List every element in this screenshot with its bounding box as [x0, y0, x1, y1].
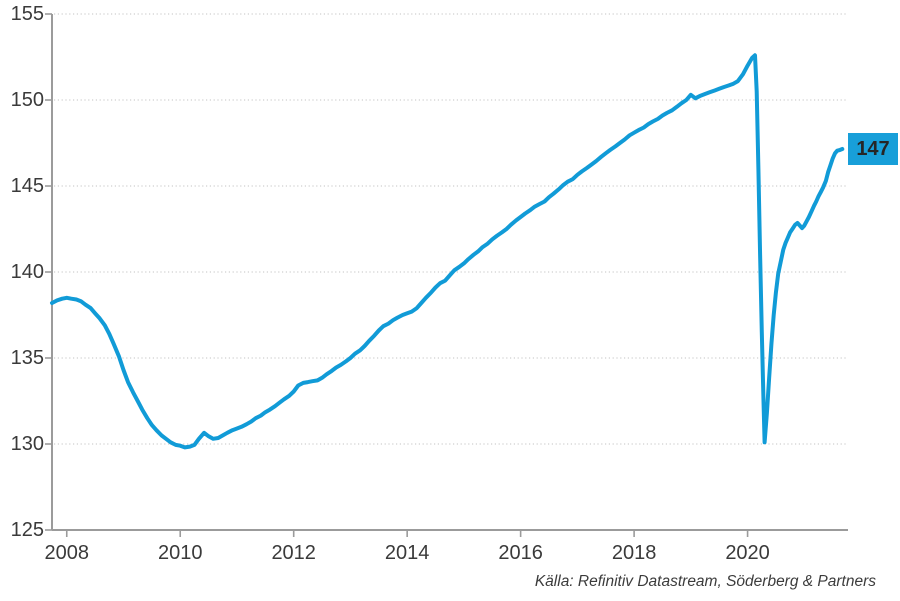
- y-tick-label-140: 140: [10, 261, 44, 283]
- y-tick-label-135: 135: [10, 347, 44, 369]
- source-caption: Källa: Refinitiv Datastream, Söderberg &…: [534, 573, 876, 590]
- x-tick-label-2016: 2016: [498, 542, 543, 564]
- last-value-badge: 147: [848, 133, 898, 166]
- y-tick-label-145: 145: [10, 175, 44, 197]
- x-tick-label-2020: 2020: [725, 542, 770, 564]
- data-line-index-level: [50, 53, 845, 450]
- x-tick-label-2010: 2010: [157, 542, 203, 564]
- x-tick-label-2008: 2008: [44, 542, 90, 564]
- x-tick-label-2018: 2018: [611, 542, 657, 564]
- y-tick-label-130: 130: [10, 433, 44, 455]
- x-tick-label-2012: 2012: [271, 542, 316, 564]
- y-tick-label-125: 125: [10, 519, 44, 541]
- x-tick-label-2014: 2014: [384, 542, 430, 564]
- y-tick-label-155: 155: [10, 3, 44, 25]
- y-tick-label-150: 150: [10, 89, 44, 111]
